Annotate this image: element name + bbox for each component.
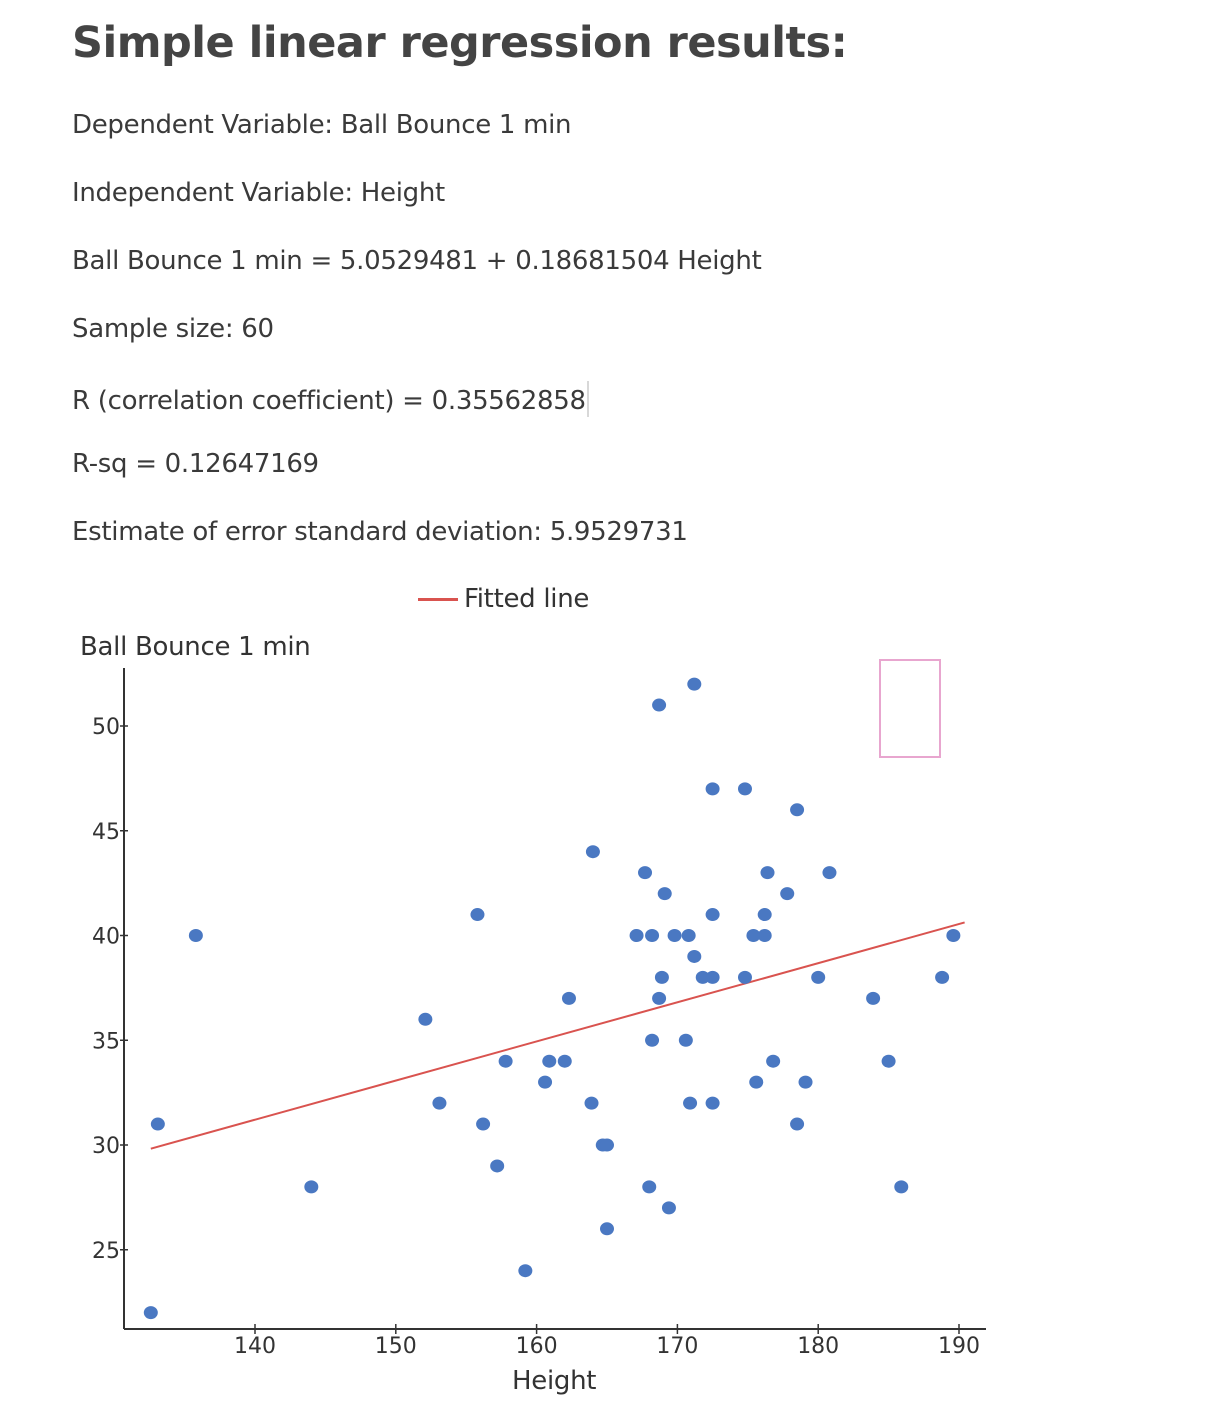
data-point	[538, 1075, 553, 1089]
data-point	[557, 1054, 572, 1068]
y-tick-label: 50	[92, 715, 120, 740]
x-axis-label: Height	[512, 1366, 597, 1396]
x-tick-label: 190	[938, 1334, 980, 1359]
r-squared-text: R-sq = 0.12647169	[72, 449, 319, 479]
x-tick-label: 170	[656, 1334, 698, 1359]
data-point	[790, 803, 805, 817]
y-tick-label: 35	[92, 1029, 120, 1054]
error-standard-deviation-text: Estimate of error standard deviation: 5.…	[72, 517, 688, 547]
data-point	[654, 970, 669, 984]
x-tick-label: 150	[375, 1334, 417, 1359]
x-tick-label: 160	[516, 1334, 558, 1359]
fitted-line	[150, 921, 965, 1150]
data-point	[652, 991, 667, 1005]
regression-equation-text: Ball Bounce 1 min = 5.0529481 + 0.186815…	[72, 246, 762, 276]
data-point	[476, 1117, 491, 1131]
data-point	[657, 887, 672, 901]
data-point	[188, 929, 203, 942]
data-point	[757, 908, 772, 922]
selection-rectangle[interactable]	[879, 659, 941, 758]
data-points	[143, 677, 961, 1320]
fitted-line-path	[150, 921, 965, 1150]
data-point	[661, 1201, 676, 1215]
data-point	[645, 929, 660, 942]
page-title: Simple linear regression results:	[72, 18, 848, 68]
data-point	[687, 949, 702, 963]
correlation-coefficient-row: R (correlation coefficient) = 0.35562858	[72, 381, 589, 417]
sample-size-text: Sample size: 60	[72, 314, 274, 344]
data-point	[935, 970, 950, 984]
data-point	[652, 698, 667, 712]
data-point	[746, 929, 761, 942]
data-point	[432, 1096, 447, 1110]
chart-axes: 25 30 35 40 45 50 140 150 160 170 180 190	[92, 668, 986, 1359]
data-point	[780, 887, 795, 901]
x-tick-label: 180	[797, 1334, 839, 1359]
data-point	[749, 1075, 764, 1089]
data-point	[498, 1054, 513, 1068]
independent-variable-text: Independent Variable: Height	[72, 178, 445, 208]
correlation-coefficient-text: R (correlation coefficient) = 0.35562858	[72, 386, 586, 416]
data-point	[143, 1306, 158, 1320]
data-point	[561, 991, 576, 1005]
y-tick-label: 40	[92, 925, 120, 950]
fitted-line-swatch-icon	[418, 597, 458, 601]
data-point	[600, 1138, 614, 1152]
data-point	[638, 866, 653, 880]
data-point	[418, 1012, 433, 1026]
data-point	[629, 929, 644, 942]
data-point	[585, 845, 600, 859]
data-point	[678, 1033, 693, 1047]
data-point	[757, 929, 772, 942]
data-point	[705, 970, 720, 984]
data-point	[645, 1033, 660, 1047]
data-point	[946, 929, 961, 942]
data-point	[822, 866, 837, 880]
data-point	[470, 908, 485, 922]
text-cursor	[586, 381, 589, 417]
data-point	[766, 1054, 781, 1068]
data-point	[798, 1075, 813, 1089]
data-point	[600, 1222, 614, 1236]
x-tick-label: 140	[234, 1334, 276, 1359]
dependent-variable-text: Dependent Variable: Ball Bounce 1 min	[72, 110, 572, 140]
data-point	[737, 970, 752, 984]
data-point	[705, 782, 720, 796]
data-point	[584, 1096, 599, 1110]
data-point	[150, 1117, 165, 1131]
data-point	[518, 1264, 533, 1278]
chart-legend: Fitted line	[418, 584, 589, 614]
data-point	[490, 1159, 505, 1173]
y-tick-label: 25	[92, 1239, 120, 1264]
data-point	[304, 1180, 319, 1194]
data-point	[695, 970, 710, 984]
data-point	[811, 970, 826, 984]
data-point	[705, 908, 720, 922]
data-point	[737, 782, 752, 796]
y-tick-label: 30	[92, 1134, 120, 1159]
data-point	[866, 991, 881, 1005]
data-point	[642, 1180, 657, 1194]
data-point	[687, 677, 702, 691]
data-point	[542, 1054, 557, 1068]
selection-box[interactable]	[879, 659, 941, 758]
data-point	[705, 1096, 720, 1110]
data-point	[894, 1180, 909, 1194]
data-point	[683, 1096, 698, 1110]
y-axis-label: Ball Bounce 1 min	[80, 632, 311, 662]
data-point	[790, 1117, 805, 1131]
legend-label-fitted-line: Fitted line	[464, 584, 590, 614]
data-point	[881, 1054, 896, 1068]
data-point	[681, 929, 696, 942]
data-point	[760, 866, 775, 880]
data-point	[667, 929, 682, 942]
y-tick-label: 45	[92, 820, 120, 845]
